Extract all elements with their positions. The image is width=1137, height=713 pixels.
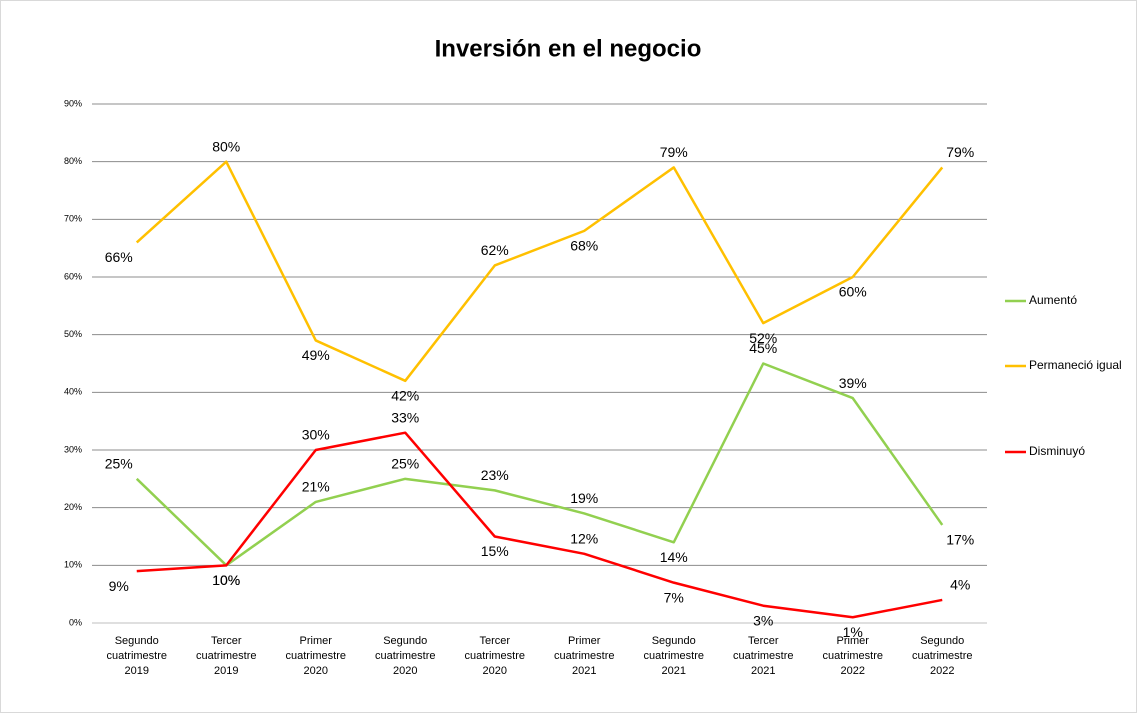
x-tick-label-line: cuatrimestre [106,650,167,662]
data-label: 80% [212,138,240,154]
x-tick-label: Tercer cuatrimestre 2021 [733,635,794,677]
x-tick-label-line: 2021 [751,665,775,677]
data-label: 60% [839,284,867,300]
data-label: 45% [749,340,777,356]
data-label: 79% [946,144,974,160]
legend-label: Disminuyó [1029,444,1085,458]
x-tick-label: Primer cuatrimestre 2021 [554,635,615,677]
data-label: 25% [391,456,419,472]
x-tick-label-line: Segundo [383,635,427,647]
data-label: 4% [950,577,970,593]
chart-title: Inversión en el negocio [435,35,702,62]
y-tick-label: 60% [64,271,82,281]
data-label: 68% [570,238,598,254]
series-line [135,160,944,383]
x-tick-label-line: 2022 [841,665,865,677]
data-label: 33% [391,409,419,425]
data-label: 19% [570,490,598,506]
x-tick-label-line: 2019 [125,665,149,677]
x-tick-label-line: cuatrimestre [912,650,973,662]
x-tick-label-line: cuatrimestre [196,650,257,662]
y-tick-label: 20% [64,502,82,512]
data-label: 42% [391,388,419,404]
x-tick-label-line: 2020 [393,665,417,677]
x-tick-label-line: cuatrimestre [554,650,615,662]
x-tick-label-line: Segundo [115,635,159,647]
x-tick-label-line: cuatrimestre [733,650,794,662]
y-tick-label: 80% [64,156,82,166]
x-tick-label: Primer cuatrimestre 2020 [285,635,346,677]
data-label: 52% [749,330,777,346]
data-label: 1% [843,624,863,640]
data-label: 10% [212,572,240,588]
y-tick-label: 70% [64,214,82,224]
x-tick-label-line: Primer [837,635,870,647]
data-label: 49% [302,347,330,363]
x-tick-label-line: 2022 [930,665,954,677]
data-label: 3% [753,612,773,628]
x-tick-label-line: 2019 [214,665,238,677]
data-label: 39% [839,375,867,391]
data-label: 15% [481,543,509,559]
legend-label: Permaneció igual [1029,358,1122,372]
data-label: 9% [109,578,129,594]
x-tick-label-line: Primer [568,635,601,647]
data-label: 17% [946,532,974,548]
y-tick-label: 10% [64,560,82,570]
x-tick-label-line: Segundo [920,635,964,647]
series-line [135,362,944,567]
x-tick-label-line: Segundo [652,635,696,647]
x-tick-label-line: Tercer [479,635,510,647]
x-tick-label: Tercer cuatrimestre 2019 [196,635,257,677]
x-tick-label: Segundo cuatrimestre 2021 [643,635,704,677]
x-tick-label: Segundo cuatrimestre 2022 [912,635,973,677]
x-tick-label: Segundo cuatrimestre 2019 [106,635,167,677]
x-tick-label-line: cuatrimestre [822,650,883,662]
x-tick-label-line: 2021 [662,665,686,677]
x-tick-label-line: 2021 [572,665,596,677]
data-label: 10% [212,572,240,588]
series-line [136,431,943,619]
data-label: 66% [105,249,133,265]
x-tick-label: Segundo cuatrimestre 2020 [375,635,436,677]
x-tick-label-line: cuatrimestre [643,650,704,662]
x-tick-label-line: cuatrimestre [464,650,525,662]
data-label: 30% [302,427,330,443]
data-label: 25% [105,456,133,472]
data-label: 7% [664,589,684,605]
x-tick-label: Primer cuatrimestre 2022 [822,635,883,677]
data-label: 23% [481,467,509,483]
x-tick-label-line: cuatrimestre [285,650,346,662]
x-tick-label-line: Tercer [748,635,779,647]
x-tick-label: Tercer cuatrimestre 2020 [464,635,525,677]
x-tick-label-line: cuatrimestre [375,650,436,662]
y-tick-label: 90% [64,98,82,108]
x-tick-label-line: Tercer [211,635,242,647]
x-tick-label-line: 2020 [304,665,328,677]
data-label: 12% [570,531,598,547]
x-tick-label-line: Primer [300,635,333,647]
y-tick-label: 30% [64,444,82,454]
y-tick-label: 40% [64,387,82,397]
legend-label: Aumentó [1029,293,1077,307]
data-label: 21% [302,479,330,495]
data-label: 79% [660,144,688,160]
data-label: 62% [481,242,509,258]
y-tick-label: 50% [64,329,82,339]
y-tick-label: 0% [69,617,82,627]
x-tick-label-line: 2020 [483,665,507,677]
data-label: 14% [660,549,688,565]
